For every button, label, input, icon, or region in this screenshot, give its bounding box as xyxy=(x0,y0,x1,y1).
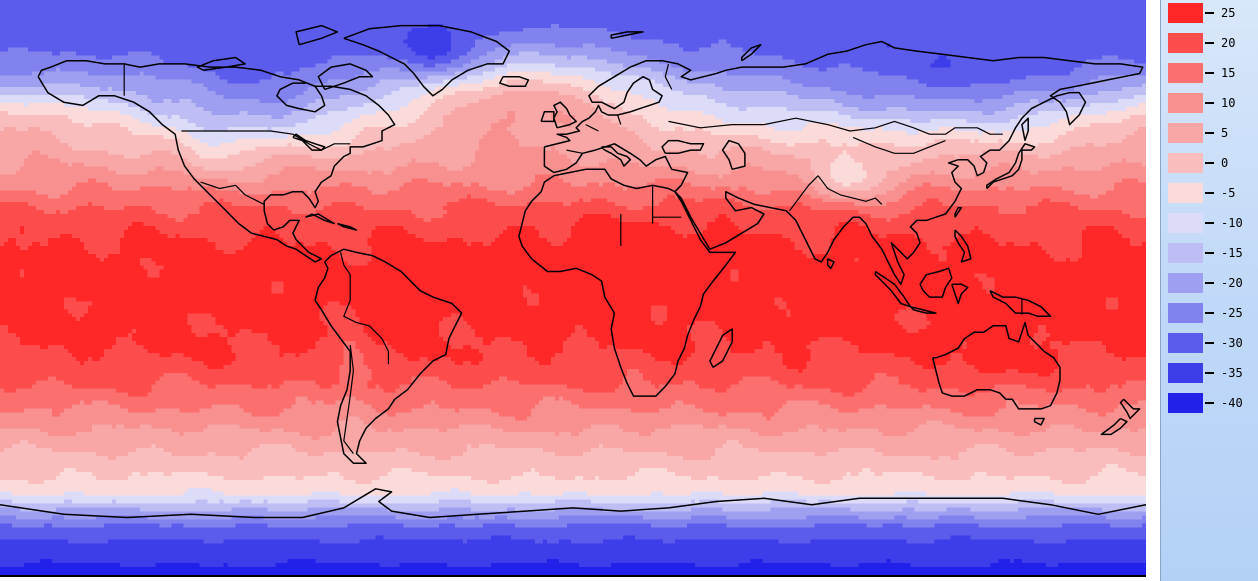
legend-label--25: -25 xyxy=(1221,306,1243,320)
legend-tick--25 xyxy=(1205,312,1214,314)
legend-tick-15 xyxy=(1205,72,1214,74)
legend-label-0: 0 xyxy=(1221,156,1229,170)
legend-label--35: -35 xyxy=(1221,366,1243,380)
legend-entry--40: -40 xyxy=(1168,393,1243,413)
legend-swatch-20 xyxy=(1168,33,1203,53)
legend-swatch-25 xyxy=(1168,3,1203,23)
legend-tick--5 xyxy=(1205,192,1214,194)
legend-swatch-15 xyxy=(1168,63,1203,83)
legend-label--20: -20 xyxy=(1221,276,1243,290)
legend-swatch--30 xyxy=(1168,333,1203,353)
legend-label-25: 25 xyxy=(1221,6,1236,20)
legend-entry--15: -15 xyxy=(1168,243,1243,263)
legend-swatch--15 xyxy=(1168,243,1203,263)
legend-swatch-0 xyxy=(1168,153,1203,173)
legend-tick-5 xyxy=(1205,132,1214,134)
coastlines-overlay xyxy=(0,24,1146,519)
legend-tick-20 xyxy=(1205,42,1214,44)
legend-label-10: 10 xyxy=(1221,96,1236,110)
legend-swatch--25 xyxy=(1168,303,1203,323)
legend-tick--15 xyxy=(1205,252,1214,254)
legend-swatch-10 xyxy=(1168,93,1203,113)
legend-swatch-5 xyxy=(1168,123,1203,143)
legend-tick--30 xyxy=(1205,342,1214,344)
legend-label--30: -30 xyxy=(1221,336,1243,350)
legend-swatch--20 xyxy=(1168,273,1203,293)
legend-entry-20: 20 xyxy=(1168,33,1235,53)
legend-entry-5: 5 xyxy=(1168,123,1228,143)
legend-entry--5: -5 xyxy=(1168,183,1235,203)
coastline-outlines xyxy=(0,24,1146,519)
legend-label--40: -40 xyxy=(1221,396,1243,410)
color-legend: 25 20 15 10 5 0 -5 -10 -15 -20 -25 -30 -35 -40 xyxy=(1160,0,1258,581)
legend-swatch--5 xyxy=(1168,183,1203,203)
legend-label-15: 15 xyxy=(1221,66,1236,80)
temperature-contour-field xyxy=(0,0,1146,575)
legend-tick--35 xyxy=(1205,372,1214,374)
legend-tick--10 xyxy=(1205,222,1214,224)
legend-entry-15: 15 xyxy=(1168,63,1235,83)
legend-label--5: -5 xyxy=(1221,186,1236,200)
legend-swatch--10 xyxy=(1168,213,1203,233)
legend-entry--20: -20 xyxy=(1168,273,1243,293)
legend-swatch--40 xyxy=(1168,393,1203,413)
legend-entry--35: -35 xyxy=(1168,363,1243,383)
legend-tick-25 xyxy=(1205,12,1214,14)
legend-tick--20 xyxy=(1205,282,1214,284)
country-border-lines xyxy=(123,63,1023,454)
legend-entry-25: 25 xyxy=(1168,3,1235,23)
legend-swatch--35 xyxy=(1168,363,1203,383)
legend-label--15: -15 xyxy=(1221,246,1243,260)
map-plot-area xyxy=(0,0,1146,577)
legend-entry--25: -25 xyxy=(1168,303,1243,323)
legend-entry--10: -10 xyxy=(1168,213,1243,233)
legend-label--10: -10 xyxy=(1221,216,1243,230)
legend-entry-0: 0 xyxy=(1168,153,1228,173)
legend-tick-10 xyxy=(1205,102,1214,104)
legend-tick--40 xyxy=(1205,402,1214,404)
legend-label-20: 20 xyxy=(1221,36,1236,50)
legend-label-5: 5 xyxy=(1221,126,1229,140)
legend-entry--30: -30 xyxy=(1168,333,1243,353)
legend-tick-0 xyxy=(1205,162,1214,164)
legend-entry-10: 10 xyxy=(1168,93,1235,113)
